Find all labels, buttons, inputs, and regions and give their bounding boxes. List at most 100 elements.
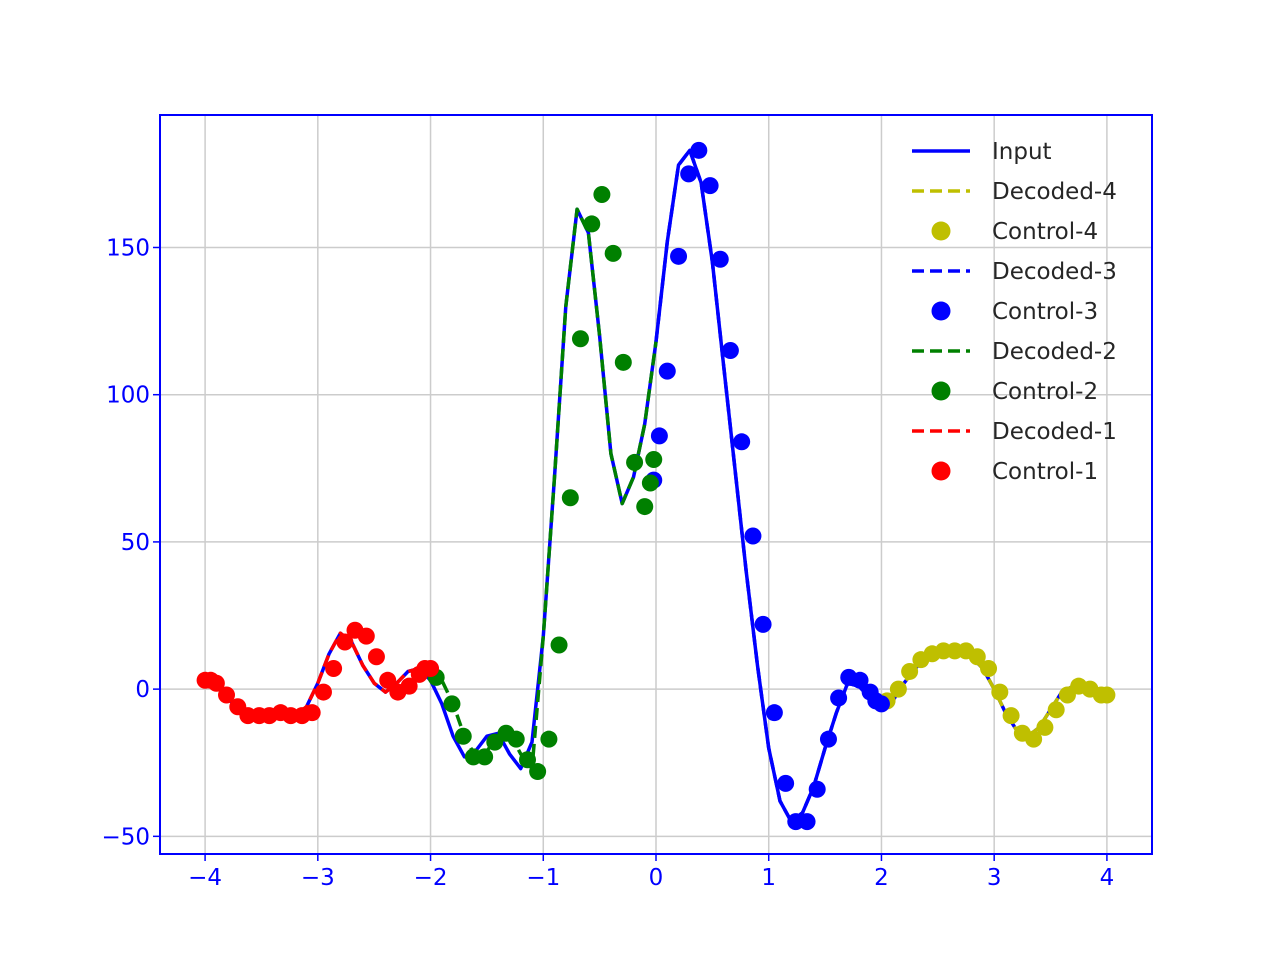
control-4-point	[1002, 707, 1020, 725]
control-2-point	[550, 636, 568, 654]
control-3-point	[777, 774, 795, 792]
x-tick-label: −2	[414, 865, 448, 891]
control-1-point	[367, 648, 385, 666]
legend-entry: Control-4	[931, 219, 1098, 245]
x-tick-label: 1	[761, 865, 776, 891]
control-4-point	[1036, 718, 1054, 736]
control-4-point	[980, 660, 998, 678]
legend: Input Decoded-4 Control-4 Decoded-3 Control-…	[912, 139, 1117, 485]
control-3-point	[680, 165, 698, 183]
control-2-point	[476, 748, 494, 766]
control-3-point	[819, 730, 837, 748]
control-3-point	[798, 813, 816, 831]
control-2-point	[641, 474, 659, 492]
legend-entry: Control-1	[931, 459, 1098, 485]
control-2-point	[645, 450, 663, 468]
control-3-point	[721, 342, 739, 360]
control-4-point	[991, 683, 1009, 701]
control-2-point	[540, 730, 558, 748]
control-2-point	[443, 695, 461, 713]
control-2-point	[529, 763, 547, 781]
control-4-point	[1098, 686, 1116, 704]
legend-label-control-1: Control-1	[992, 459, 1098, 485]
y-tick-label: 100	[106, 383, 150, 409]
control-3-point	[808, 780, 826, 798]
legend-swatch-control-3	[931, 301, 951, 321]
y-tick-label: 0	[135, 677, 150, 703]
control-2-point	[454, 727, 472, 745]
control-3-point	[658, 362, 676, 380]
legend-label-decoded-1: Decoded-1	[992, 419, 1117, 445]
control-1-point	[218, 686, 236, 704]
legend-label-control-4: Control-4	[992, 219, 1098, 245]
control-2-point	[561, 489, 579, 507]
control-2-point	[614, 353, 632, 371]
control-1-point	[325, 660, 343, 678]
control-2-point	[604, 244, 622, 262]
y-tick-label: −50	[101, 824, 150, 850]
control-2-point	[626, 453, 644, 471]
control-3-point	[733, 433, 751, 451]
legend-entry: Input	[912, 139, 1052, 165]
control-1-point	[357, 627, 375, 645]
control-4-point	[1025, 730, 1043, 748]
control-1-point	[303, 704, 321, 722]
legend-entry: Control-2	[931, 379, 1098, 405]
legend-swatch-control-4	[931, 221, 951, 241]
control-1-point	[207, 674, 225, 692]
control-3-point	[765, 704, 783, 722]
legend-entry: Decoded-2	[912, 339, 1117, 365]
legend-entry: Decoded-1	[912, 419, 1117, 445]
control-2-point	[518, 751, 536, 769]
decoded-2-line	[429, 207, 658, 771]
control-2-point	[507, 730, 525, 748]
x-tick-label: 3	[987, 865, 1002, 891]
control-3-point	[650, 427, 668, 445]
x-tick-label: −4	[188, 865, 222, 891]
axes: −4 −3 −2 −1 0 1 2 3 4 −50 0 50 100 150	[101, 114, 1153, 891]
control-4-point	[968, 648, 986, 666]
legend-swatch-control-1	[931, 461, 951, 481]
legend-entry: Decoded-4	[912, 179, 1117, 205]
decoded-1-line	[204, 631, 431, 718]
control-1-point	[379, 671, 397, 689]
x-tick-label: 4	[1100, 865, 1115, 891]
control-4-point	[901, 662, 919, 680]
control-3-point	[711, 250, 729, 268]
plot-series	[196, 141, 1116, 831]
control-3-point	[670, 247, 688, 265]
control-2-point	[593, 185, 611, 203]
control-2-point	[571, 330, 589, 348]
control-1-point	[400, 677, 418, 695]
legend-label-decoded-3: Decoded-3	[992, 259, 1117, 285]
control-3-point	[744, 527, 762, 545]
control-4-point	[1047, 701, 1065, 719]
legend-entry: Control-3	[931, 299, 1098, 325]
control-3-point	[851, 671, 869, 689]
y-tick-label: 150	[106, 235, 150, 261]
y-tick-label: 50	[121, 530, 150, 556]
x-tick-label: 2	[874, 865, 889, 891]
legend-label-decoded-4: Decoded-4	[992, 179, 1117, 205]
control-3-point	[830, 689, 848, 707]
x-tick-label: 0	[649, 865, 664, 891]
control-4-point	[889, 680, 907, 698]
legend-swatch-control-2	[931, 381, 951, 401]
legend-entry: Decoded-3	[912, 259, 1117, 285]
legend-label-input: Input	[992, 139, 1052, 165]
control-1-point	[336, 633, 354, 651]
x-tick-label: −3	[301, 865, 335, 891]
legend-label-decoded-2: Decoded-2	[992, 339, 1117, 365]
control-3-point	[701, 177, 719, 195]
control-3-point	[690, 141, 708, 159]
control-2-point	[583, 215, 601, 233]
control-1-point	[422, 660, 440, 678]
legend-label-control-3: Control-3	[992, 299, 1098, 325]
control-3-point	[754, 615, 772, 633]
control-2-point	[636, 498, 654, 516]
legend-label-control-2: Control-2	[992, 379, 1098, 405]
control-1-point	[314, 683, 332, 701]
x-tick-label: −1	[526, 865, 560, 891]
